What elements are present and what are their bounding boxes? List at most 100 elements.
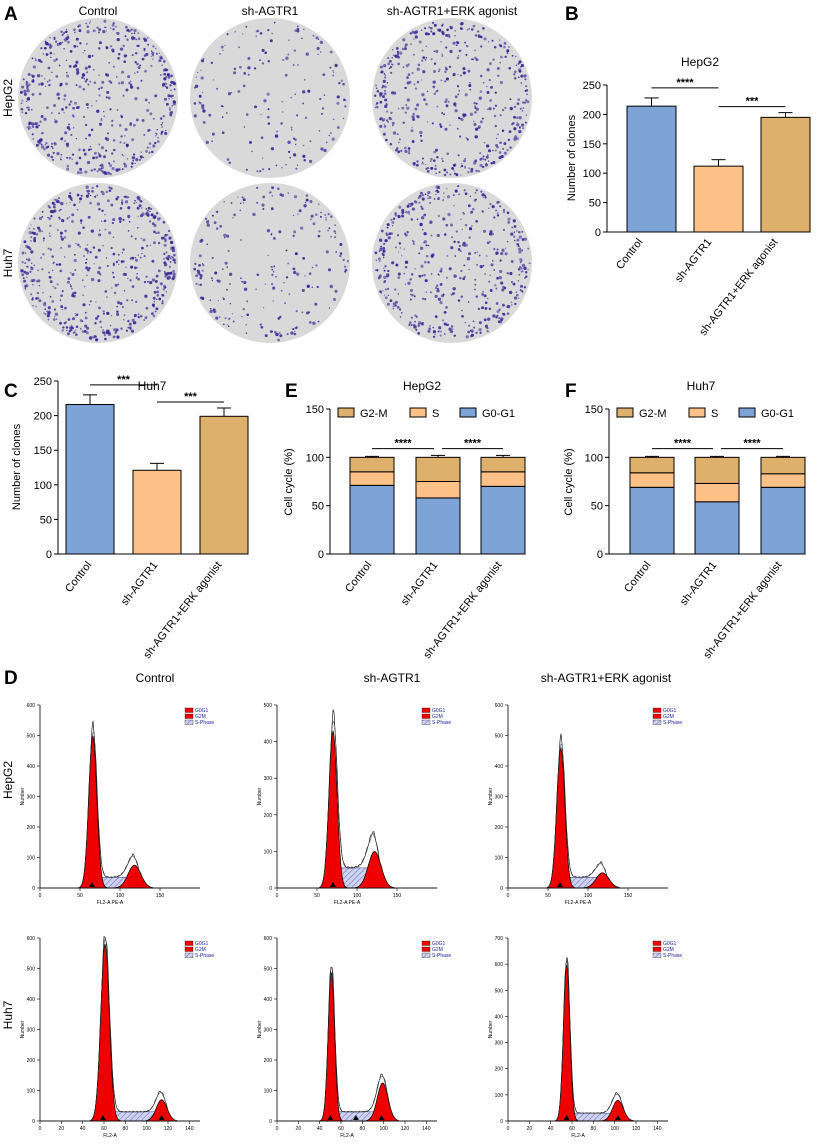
colony bbox=[102, 29, 106, 34]
colony bbox=[414, 320, 416, 323]
colony bbox=[74, 333, 78, 336]
peak-marker bbox=[614, 1115, 621, 1120]
colony bbox=[47, 204, 50, 208]
colony bbox=[286, 333, 289, 336]
colony bbox=[398, 308, 402, 311]
colony bbox=[285, 163, 287, 166]
colony bbox=[437, 330, 440, 333]
colony bbox=[75, 60, 79, 64]
colony bbox=[226, 33, 229, 36]
colony bbox=[383, 281, 386, 284]
a-col-title-sh: sh-AGTR1 bbox=[242, 4, 299, 18]
colony bbox=[97, 47, 101, 50]
colony bbox=[28, 247, 32, 251]
x-tick-label: 20 bbox=[527, 1126, 533, 1132]
y-tick-label: 300 bbox=[495, 795, 504, 801]
colony bbox=[66, 280, 70, 284]
colony bbox=[156, 286, 159, 290]
colony bbox=[67, 244, 71, 248]
colony bbox=[259, 59, 261, 61]
d-col-title-control: Control bbox=[136, 671, 175, 685]
colony bbox=[442, 23, 444, 26]
colony bbox=[485, 162, 487, 165]
y-tick-label: 100 bbox=[583, 168, 601, 180]
colony bbox=[216, 227, 219, 230]
colony bbox=[296, 27, 300, 31]
colony bbox=[91, 186, 94, 190]
colony bbox=[222, 298, 225, 301]
colony bbox=[139, 64, 142, 67]
colony bbox=[270, 207, 274, 211]
colony bbox=[98, 94, 101, 97]
colony bbox=[438, 274, 440, 276]
colony bbox=[482, 155, 485, 158]
colony bbox=[115, 260, 119, 264]
colony bbox=[60, 201, 64, 206]
legend-swatch bbox=[337, 407, 355, 418]
colony bbox=[464, 41, 467, 44]
colony bbox=[404, 86, 407, 90]
colony bbox=[474, 283, 477, 286]
colony bbox=[435, 185, 439, 189]
colony bbox=[151, 222, 155, 226]
colony bbox=[32, 304, 34, 307]
legend-label: G2-M bbox=[639, 408, 667, 420]
a-row-title-hepg2: HepG2 bbox=[1, 79, 15, 117]
colony bbox=[277, 338, 280, 342]
colony bbox=[88, 133, 91, 137]
colony bbox=[501, 248, 505, 252]
colony bbox=[45, 146, 48, 149]
chart-title: Huh7 bbox=[138, 379, 167, 393]
colony bbox=[89, 22, 91, 24]
legend-swatch bbox=[421, 713, 431, 719]
colony bbox=[459, 166, 462, 168]
colony bbox=[433, 50, 436, 53]
colony bbox=[21, 85, 25, 89]
colony bbox=[136, 272, 139, 275]
colony bbox=[273, 265, 276, 268]
colony bbox=[526, 100, 530, 104]
colony bbox=[511, 304, 513, 306]
colony bbox=[473, 326, 476, 329]
colony bbox=[94, 322, 97, 325]
y-tick-label: 300 bbox=[264, 1028, 273, 1034]
colony bbox=[445, 323, 449, 327]
colony bbox=[311, 286, 313, 288]
colony bbox=[111, 152, 114, 155]
colony bbox=[423, 240, 428, 244]
g0g1-peak bbox=[508, 746, 668, 889]
colony bbox=[145, 275, 148, 278]
colony bbox=[485, 155, 489, 159]
y-tick-label: 0 bbox=[269, 1119, 272, 1125]
y-tick-label: 0 bbox=[597, 549, 603, 561]
colony bbox=[41, 210, 44, 213]
colony bbox=[231, 313, 234, 315]
colony bbox=[395, 263, 399, 267]
colony bbox=[130, 329, 135, 333]
g0g1-peak bbox=[277, 730, 437, 889]
colony bbox=[290, 126, 293, 129]
colony bbox=[40, 256, 43, 259]
colony bbox=[516, 102, 520, 106]
colony bbox=[165, 129, 167, 132]
colony bbox=[105, 96, 108, 99]
d-col-title-erk: sh-AGTR1+ERK agonist bbox=[541, 671, 672, 685]
colony bbox=[157, 269, 161, 273]
colony bbox=[439, 330, 442, 333]
colony bbox=[434, 286, 438, 290]
colony bbox=[242, 307, 246, 311]
colony bbox=[474, 192, 477, 194]
colony bbox=[470, 167, 474, 171]
colony bbox=[61, 41, 64, 44]
colony bbox=[438, 70, 440, 72]
colony bbox=[196, 71, 199, 74]
colony bbox=[434, 294, 438, 298]
colony bbox=[404, 233, 408, 237]
colony bbox=[502, 285, 505, 289]
x-tick-label: 120 bbox=[632, 1126, 641, 1132]
colony bbox=[245, 324, 247, 326]
colony bbox=[51, 255, 54, 258]
colony bbox=[398, 138, 401, 141]
colony bbox=[85, 137, 88, 140]
colony bbox=[321, 112, 323, 115]
